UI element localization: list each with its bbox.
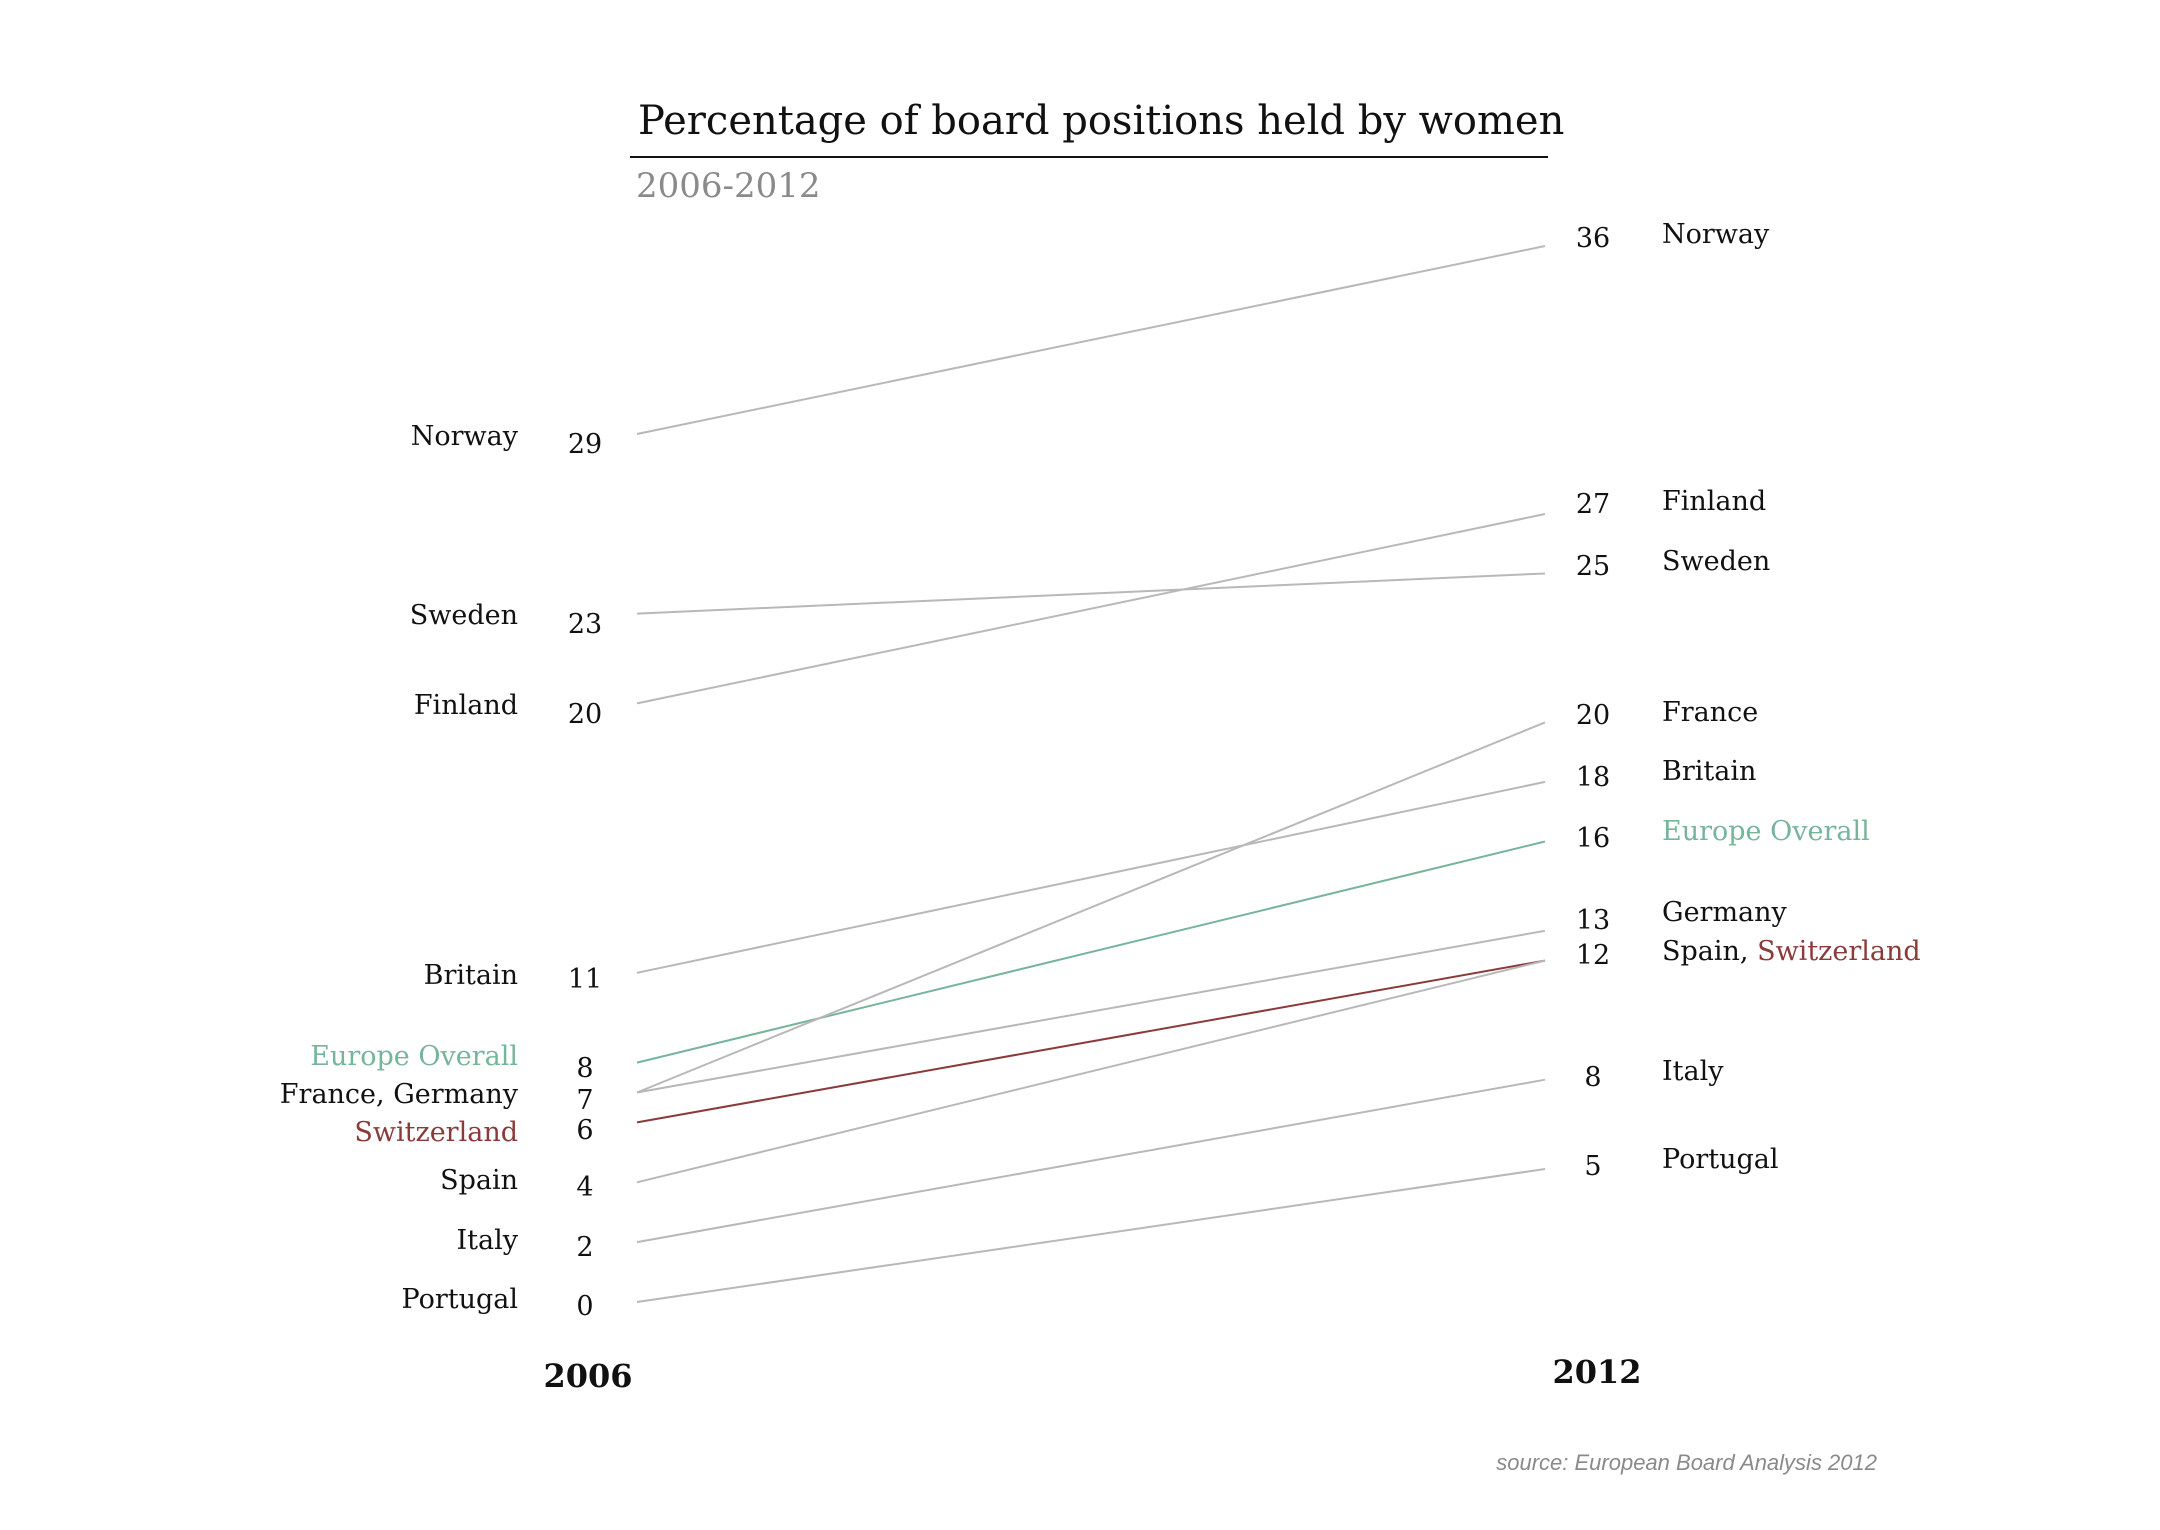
left-value-label: 0 [576,1291,593,1322]
series-lines [636,245,1546,1303]
chart-title: Percentage of board positions held by wo… [638,98,1564,144]
right-label-europe-overall: Europe Overall [1662,816,1870,847]
right-label-france: France [1662,697,1758,728]
left-value-label: 20 [568,699,602,730]
left-value-label: 2 [576,1232,593,1263]
series-line-spain [636,959,1546,1184]
left-value-label: 23 [568,609,602,640]
right-value-label: 18 [1576,762,1610,793]
left-value-label: 8 [576,1053,593,1084]
right-label-italy: Italy [1662,1056,1724,1087]
right-label-finland: Finland [1662,486,1766,517]
left-label-sweden: Sweden [410,600,518,631]
x-tick-label-2012: 2012 [1552,1353,1641,1391]
series-line-italy [636,1078,1546,1244]
series-line-portugal [636,1168,1546,1303]
left-label-europe-overall: Europe Overall [310,1041,518,1072]
series-line-finland [636,513,1546,705]
left-value-label: 4 [576,1172,593,1203]
left-value-label: 6 [576,1115,593,1146]
source-note: source: European Board Analysis 2012 [1496,1450,1877,1475]
chart-subtitle: 2006-2012 [636,166,821,206]
x-tick-label-2006: 2006 [543,1357,632,1395]
series-line-sweden [636,572,1546,615]
right-value-label: 13 [1576,905,1610,936]
right-label-norway: Norway [1662,219,1770,250]
right-label-spain-switzerland: Spain, Switzerland [1662,936,1921,967]
right-value-label: 16 [1576,823,1610,854]
right-value-label: 5 [1584,1151,1601,1182]
right-value-label: 25 [1576,551,1610,582]
series-line-germany [636,929,1546,1094]
right-value-label: 27 [1576,489,1610,520]
right-label-germany: Germany [1662,897,1788,928]
series-line-switzerland [636,959,1546,1124]
right-labels: 36 Norway 27 Finland 25 Sweden 20 France 18 Brita… [1576,219,1921,1182]
right-value-label: 12 [1576,940,1610,971]
right-value-label: 20 [1576,700,1610,731]
left-label-norway: Norway [411,421,519,452]
left-label-finland: Finland [414,690,518,721]
left-value-label: 29 [568,429,602,460]
series-line-norway [636,245,1546,435]
left-label-italy: Italy [456,1225,518,1256]
left-label-switzerland: Switzerland [354,1117,518,1148]
left-label-britain: Britain [424,960,518,991]
right-value-label: 8 [1584,1062,1601,1093]
left-value-label: 11 [568,964,602,995]
right-label-sweden: Sweden [1662,546,1770,577]
right-label-britain: Britain [1662,756,1756,787]
left-label-france-germany: France, Germany [280,1079,519,1110]
left-label-portugal: Portugal [402,1284,519,1315]
left-value-label: 7 [576,1085,593,1116]
left-label-spain: Spain [440,1165,518,1196]
series-line-france [636,721,1546,1094]
right-label-portugal: Portugal [1662,1144,1779,1175]
right-value-label: 36 [1576,223,1610,254]
series-line-europe-overall [636,840,1546,1064]
series-line-britain [636,780,1546,974]
